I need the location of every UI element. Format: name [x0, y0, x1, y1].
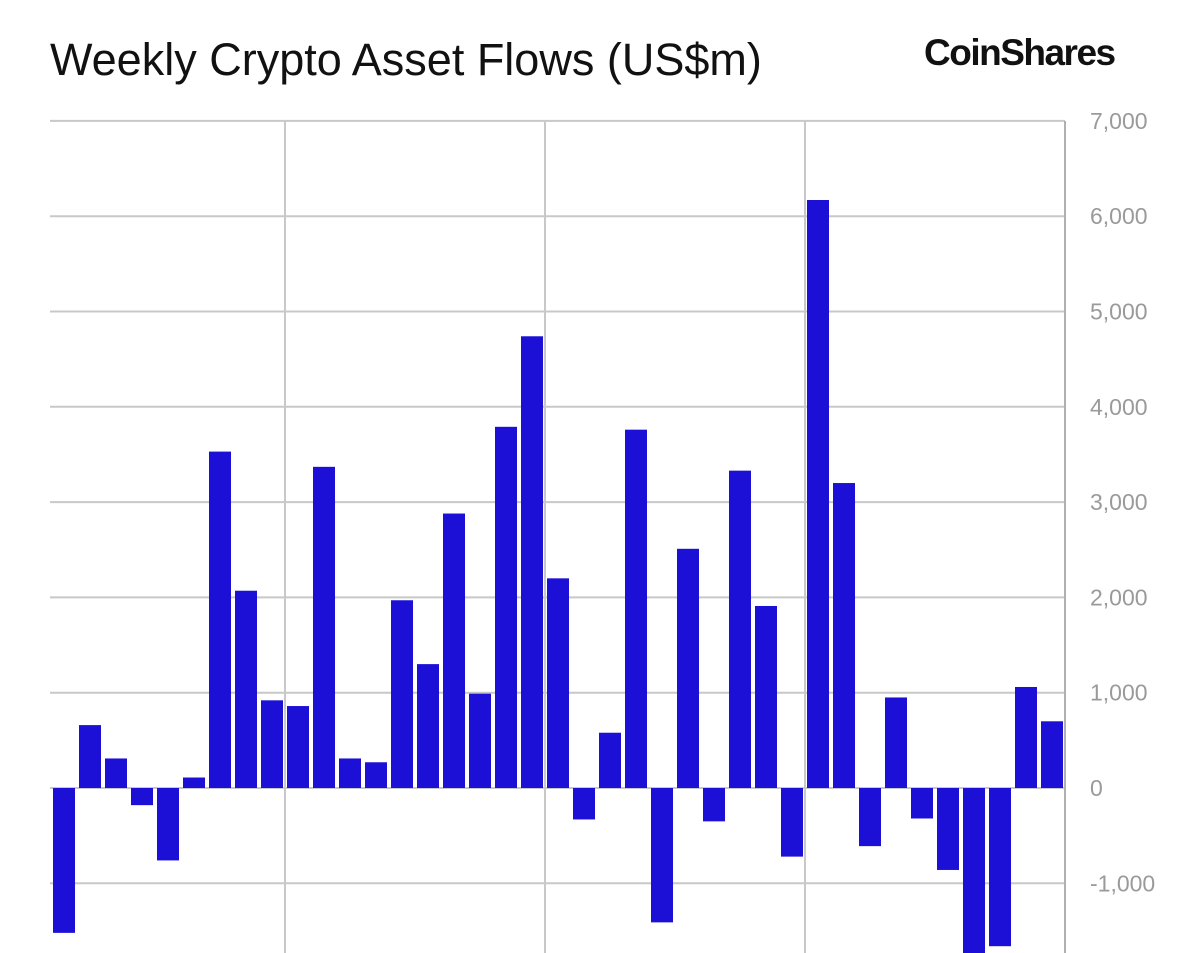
bar	[885, 697, 907, 788]
y-tick-label: 1,000	[1090, 680, 1148, 706]
bar	[261, 700, 283, 788]
bar	[807, 199, 829, 788]
bar	[989, 788, 1011, 947]
y-tick-label: 0	[1090, 775, 1103, 801]
y-tick-label: 2,000	[1090, 584, 1148, 610]
bar	[677, 548, 699, 788]
bar	[781, 788, 803, 857]
bar	[1041, 721, 1063, 788]
y-tick-label: -1,000	[1090, 870, 1155, 896]
y-tick-label: 7,000	[1090, 108, 1148, 134]
bar	[443, 513, 465, 788]
bar	[235, 590, 257, 788]
bar	[625, 429, 647, 788]
y-tick-label: 5,000	[1090, 299, 1148, 325]
bar	[105, 758, 127, 788]
bar	[495, 426, 517, 788]
bar	[729, 470, 751, 788]
bar	[157, 788, 179, 861]
bar	[339, 758, 361, 788]
bar	[573, 788, 595, 820]
bar	[963, 788, 985, 953]
bar	[79, 725, 101, 788]
bar	[703, 788, 725, 822]
bar	[1015, 686, 1037, 788]
y-tick-label: 6,000	[1090, 203, 1148, 229]
bar	[911, 788, 933, 819]
bar	[313, 466, 335, 788]
bar	[937, 788, 959, 870]
bar	[469, 693, 491, 788]
bar	[755, 605, 777, 788]
y-tick-label: 4,000	[1090, 394, 1148, 420]
bar	[417, 664, 439, 788]
bar	[651, 788, 673, 923]
bar	[521, 336, 543, 788]
bar	[131, 788, 153, 806]
coinshares-logo: CoinShares	[924, 32, 1116, 73]
chart-title: Weekly Crypto Asset Flows (US$m)	[50, 34, 762, 85]
bar	[833, 483, 855, 788]
bar	[859, 788, 881, 847]
y-tick-label: 3,000	[1090, 489, 1148, 515]
bar	[547, 578, 569, 788]
bar	[209, 451, 231, 788]
bar	[53, 788, 75, 933]
bar	[287, 706, 309, 788]
bar	[365, 762, 387, 788]
bar	[391, 600, 413, 788]
bar	[183, 777, 205, 788]
bar	[599, 732, 621, 788]
